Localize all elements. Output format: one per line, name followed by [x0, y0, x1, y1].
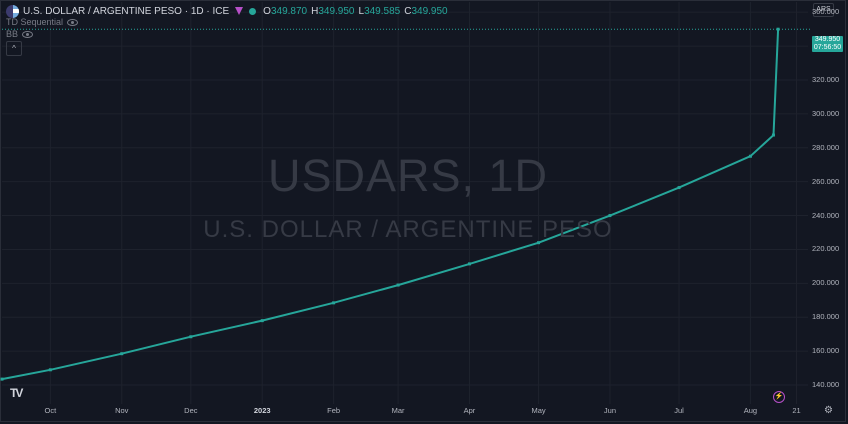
currency-button[interactable]: ARS	[813, 3, 834, 17]
eye-icon[interactable]	[22, 30, 34, 38]
last-price-tag: 349.950 07:56:50	[812, 36, 843, 52]
indicator-label: BB	[6, 29, 19, 39]
ohlc-close-value: 349.950	[411, 5, 448, 17]
y-tick-label: 180.000	[812, 312, 840, 322]
data-point	[608, 214, 612, 218]
data-point	[48, 368, 52, 372]
data-point	[537, 241, 541, 245]
data-point	[677, 186, 681, 190]
watermark-description: U.S. DOLLAR / ARGENTINE PESO	[203, 216, 613, 243]
price-series	[0, 27, 780, 381]
y-tick-label: 320.000	[812, 74, 840, 84]
watermark-symbol: USDARS, 1D	[267, 150, 549, 201]
ohlc-open-value: 349.870	[270, 5, 308, 17]
tradingview-logo-icon[interactable]: TV	[10, 386, 23, 400]
x-tick-label: Apr	[463, 406, 476, 415]
bar-countdown: 07:56:50	[813, 44, 842, 51]
data-point	[189, 335, 193, 339]
x-tick-label: 21	[792, 406, 801, 415]
x-tick-label: Feb	[327, 406, 341, 415]
symbol-header: U.S. DOLLAR / ARGENTINE PESO · 1D · ICE …	[6, 4, 452, 18]
x-tick-label: Jul	[674, 406, 684, 415]
indicator-label: TD Sequential	[6, 17, 64, 27]
y-tick-label: 160.000	[812, 346, 840, 356]
y-tick-label: 260.000	[812, 176, 840, 186]
data-point	[120, 352, 124, 356]
chart-grid	[2, 2, 812, 404]
ohlc-high-key: H	[311, 5, 319, 17]
indicator-td-sequential[interactable]: TD Sequential	[6, 17, 79, 27]
data-point	[776, 27, 780, 31]
x-tick-label: Aug	[743, 406, 758, 415]
x-tick-label: May	[531, 406, 546, 415]
collapse-legend-button[interactable]: ^	[6, 41, 22, 56]
data-point	[771, 133, 775, 137]
data-point	[396, 283, 400, 287]
ohlc-low-key: L	[358, 5, 365, 17]
data-point	[467, 262, 471, 266]
x-tick-label: Oct	[44, 406, 57, 415]
data-point	[332, 301, 336, 305]
x-tick-label: 2023	[253, 406, 271, 415]
y-tick-label: 140.000	[812, 380, 840, 390]
price-series-line	[1, 29, 780, 381]
y-tick-label: 240.000	[812, 210, 840, 220]
y-tick-label: 200.000	[812, 278, 840, 288]
ohlc-close-key: C	[404, 5, 412, 17]
ohlc-low-value: 349.585	[364, 5, 401, 17]
x-tick-label: Dec	[184, 406, 198, 415]
x-tick-label: Nov	[115, 406, 129, 415]
gear-icon[interactable]: ⚙	[824, 405, 833, 416]
indicator-bb[interactable]: BB	[6, 29, 34, 39]
x-tick-label: Jun	[603, 406, 616, 415]
eye-icon[interactable]	[67, 18, 79, 26]
flag-icon	[6, 4, 19, 18]
y-tick-label: 360.000	[812, 7, 840, 17]
lightning-icon[interactable]: ⚡	[773, 391, 785, 403]
y-tick-label: 280.000	[812, 142, 840, 152]
x-tick-label: Mar	[391, 406, 405, 415]
symbol-title[interactable]: U.S. DOLLAR / ARGENTINE PESO · 1D · ICE	[23, 5, 230, 17]
ohlc-high-value: 349.950	[318, 5, 355, 17]
tag-icon[interactable]	[235, 7, 244, 15]
ohlc-open-key: O	[263, 5, 271, 17]
last-price: 349.950	[814, 36, 841, 43]
market-open-dot-icon	[249, 7, 257, 15]
y-tick-label: 220.000	[812, 244, 840, 254]
data-point	[748, 154, 752, 158]
y-tick-label: 300.000	[812, 108, 840, 118]
data-point	[260, 319, 264, 323]
data-point	[0, 377, 4, 381]
